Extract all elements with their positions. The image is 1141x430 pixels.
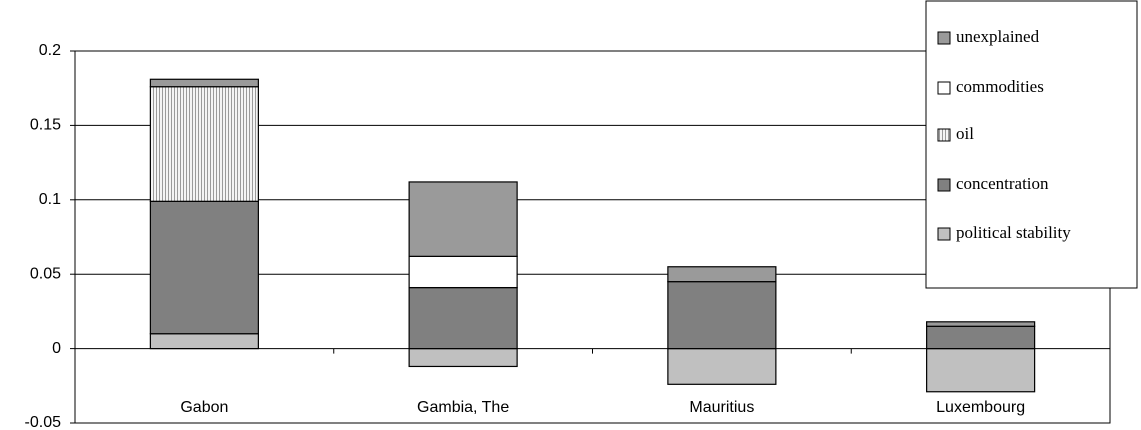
bar-segment [667, 348, 777, 385]
legend-swatch [937, 128, 951, 142]
legend-label: unexplained [956, 27, 1040, 46]
legend-swatch [937, 81, 951, 95]
labels: -0.05 0 0.05 0.1 0.15 0.2 Gabon Gambia, The Maur… [25, 42, 1026, 430]
y-tick-label: 0.1 [39, 191, 61, 208]
bar-segment [926, 325, 1036, 350]
bar-segment [926, 348, 1036, 393]
bar-segment [149, 200, 259, 335]
y-tick-label: 0.05 [30, 265, 61, 282]
legend-swatch [937, 227, 951, 241]
x-tick-label: Mauritius [689, 399, 754, 416]
bars [149, 78, 1036, 393]
legend-label: oil [956, 124, 974, 143]
bar-segment [667, 266, 777, 283]
bar-segment [149, 333, 259, 350]
y-tick-label: 0.15 [30, 117, 61, 134]
x-tick-label: Luxembourg [936, 399, 1025, 416]
legend-label: political stability [956, 223, 1071, 242]
y-tick-label: 0 [52, 340, 61, 357]
bar-segment [408, 286, 518, 350]
legend-label: commodities [956, 77, 1044, 96]
bar-segment [408, 255, 518, 289]
y-tick-label: -0.05 [25, 414, 62, 430]
bar-segment [149, 86, 259, 202]
bar-segment [926, 321, 1036, 327]
bar-segment [149, 78, 259, 88]
legend-swatch [937, 178, 951, 192]
x-tick-label: Gambia, The [417, 399, 509, 416]
y-tick-label: 0.2 [39, 42, 61, 59]
legend: unexplained commodities oil concentration po… [925, 0, 1138, 289]
x-tick-label: Gabon [180, 399, 228, 416]
legend-swatch [937, 31, 951, 45]
bar-segment [408, 348, 518, 368]
legend-box [925, 0, 1138, 289]
bar-segment [667, 281, 777, 350]
bar-segment [408, 181, 518, 257]
legend-label: concentration [956, 174, 1049, 193]
